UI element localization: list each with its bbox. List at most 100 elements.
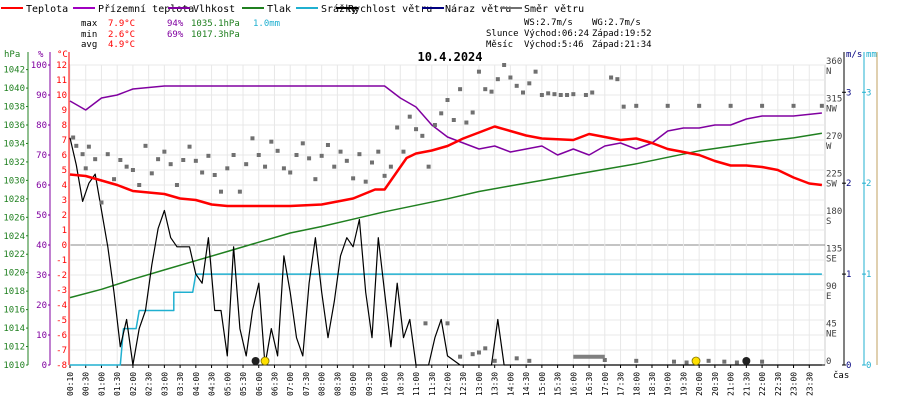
- wind-dir-point-48: [363, 179, 368, 184]
- x-tick-label-45: 22:30: [774, 372, 783, 396]
- stat-avg-label: avg: [81, 40, 97, 50]
- pct-tick-label-3: 70: [36, 151, 47, 161]
- wind-dir-point-13: [143, 143, 148, 148]
- wind-dir-low-point-14: [722, 359, 727, 364]
- x-tick-label-28: 14:00: [506, 372, 515, 396]
- info-sun-set: Západ:19:52: [592, 29, 652, 39]
- wind-dir-low-point-8: [527, 358, 532, 363]
- pct-tick-label-2: 80: [36, 121, 47, 131]
- wind-dir-point-59: [432, 123, 437, 127]
- wind-dir-point-84: [609, 75, 614, 80]
- x-tick-label-21: 10:30: [396, 372, 405, 396]
- hpa-tick-label-10: 1022: [3, 250, 25, 260]
- wind-dir-point-70: [502, 63, 507, 67]
- wind-dir-point-45: [344, 158, 349, 163]
- wind-dir-point-7: [105, 152, 110, 157]
- wind-dir-point-93: [819, 103, 824, 108]
- x-tick-label-41: 20:30: [711, 372, 720, 396]
- mm-tick-label-3: 0: [866, 361, 871, 371]
- mm-tick-label-0: 3: [866, 88, 871, 98]
- x-tick-label-1: 00:30: [82, 372, 91, 396]
- dir-deg-label-4: 180: [826, 207, 842, 217]
- wind-dir-point-68: [489, 89, 494, 94]
- wind-dir-point-42: [325, 143, 330, 147]
- legend-swatch-srazky: [296, 7, 318, 9]
- wind-dir-point-34: [275, 148, 280, 153]
- temperature-line: [69, 125, 823, 208]
- wind-dir-low-point-16: [760, 359, 765, 364]
- temp-tick-label-20: -8: [56, 361, 67, 371]
- pct-tick-label-4: 60: [36, 181, 47, 191]
- wind-dir-point-16: [162, 149, 167, 154]
- dir-deg-label-5: 135: [826, 245, 842, 255]
- wind-dir-point-86: [621, 104, 626, 109]
- wind-dir-point-23: [206, 153, 211, 158]
- hpa-tick-label-8: 1026: [3, 213, 25, 223]
- wind-dir-point-69: [495, 77, 500, 82]
- wind-dir-point-65: [470, 110, 475, 115]
- wind-dir-point-51: [382, 173, 387, 178]
- wind-dir-point-52: [388, 164, 393, 169]
- x-tick-label-3: 01:30: [113, 372, 122, 396]
- stat-max-press: 1035.1hPa: [191, 19, 240, 29]
- x-tick-label-27: 13:30: [491, 372, 500, 396]
- grid: [69, 64, 826, 366]
- x-tick-label-16: 08:00: [318, 372, 327, 396]
- wind-dir-point-71: [508, 75, 513, 80]
- wind-speed-line: [69, 137, 822, 366]
- ms-tick-label-0: 3: [846, 88, 851, 98]
- pct-tick-label-8: 20: [36, 301, 47, 311]
- temp-tick-label-5: 7: [62, 136, 67, 146]
- stat-min-press: 1017.3hPa: [191, 30, 240, 40]
- x-tick-label-33: 16:30: [585, 372, 594, 396]
- wind-dir-point-31: [256, 153, 261, 157]
- x-tick-label-22: 11:00: [412, 372, 421, 396]
- wind-dir-point-62: [451, 118, 456, 122]
- wind-dir-point-63: [458, 87, 463, 92]
- x-tick-label-14: 07:00: [286, 372, 295, 396]
- dir-deg-label-1: 315: [826, 95, 842, 105]
- dir-name-label-5: SE: [826, 255, 837, 265]
- wind-dir-point-17: [168, 162, 173, 167]
- x-tick-label-29: 14:30: [522, 372, 531, 396]
- wind-dir-low-point-3: [470, 352, 475, 357]
- legend-swatch-prizemni-teplota: [73, 7, 95, 9]
- wind-dir-low-point-7: [514, 356, 519, 361]
- wind-dir-point-85: [615, 77, 620, 82]
- wind-dir-point-75: [533, 69, 538, 74]
- x-tick-label-4: 02:00: [129, 372, 138, 396]
- dir-name-label-0: N: [826, 67, 831, 77]
- wind-dir-point-47: [357, 152, 362, 157]
- x-tick-label-32: 16:00: [569, 372, 578, 396]
- dir-deg-label-3: 225: [826, 170, 842, 180]
- wind-dir-point-28: [237, 189, 242, 194]
- wind-dir-low-point-2: [458, 354, 463, 359]
- wind-dir-point-10: [124, 164, 129, 169]
- wind-dir-low-point-13: [706, 358, 711, 363]
- wind-dir-point-0: [71, 135, 76, 140]
- legend-swatch-rychlost-vetru: [336, 7, 358, 9]
- stat-max-hum: 94%: [167, 19, 184, 29]
- wind-dir-point-64: [464, 120, 469, 125]
- pct-tick-label-5: 50: [36, 211, 47, 221]
- dir-deg-label-0: 360: [826, 57, 842, 67]
- pct-tick-label-7: 30: [36, 271, 47, 281]
- stat-max-label: max: [81, 19, 98, 29]
- temp-tick-label-3: 9: [62, 106, 67, 116]
- wind-dir-low-point-6: [492, 358, 497, 363]
- x-tick-label-7: 03:30: [176, 372, 185, 396]
- x-tick-label-43: 21:30: [742, 372, 751, 396]
- hpa-tick-label-0: 1042: [3, 66, 25, 76]
- x-tick-label-13: 06:30: [270, 372, 279, 396]
- x-tick-label-44: 22:00: [758, 372, 767, 396]
- sun-marker-0: [260, 356, 270, 366]
- stats-block: max 7.9°C 94% 1035.1hPa 1.0mm min 2.6°C …: [81, 19, 280, 50]
- dir-name-label-2: W: [826, 142, 832, 152]
- hpa-tick-label-5: 1032: [3, 158, 25, 168]
- unit-time: čas: [833, 370, 849, 381]
- x-tick-label-8: 04:00: [192, 372, 201, 396]
- x-tick-label-10: 05:00: [223, 372, 232, 396]
- pct-tick-label-9: 10: [36, 331, 47, 341]
- wind-dir-point-81: [571, 92, 576, 97]
